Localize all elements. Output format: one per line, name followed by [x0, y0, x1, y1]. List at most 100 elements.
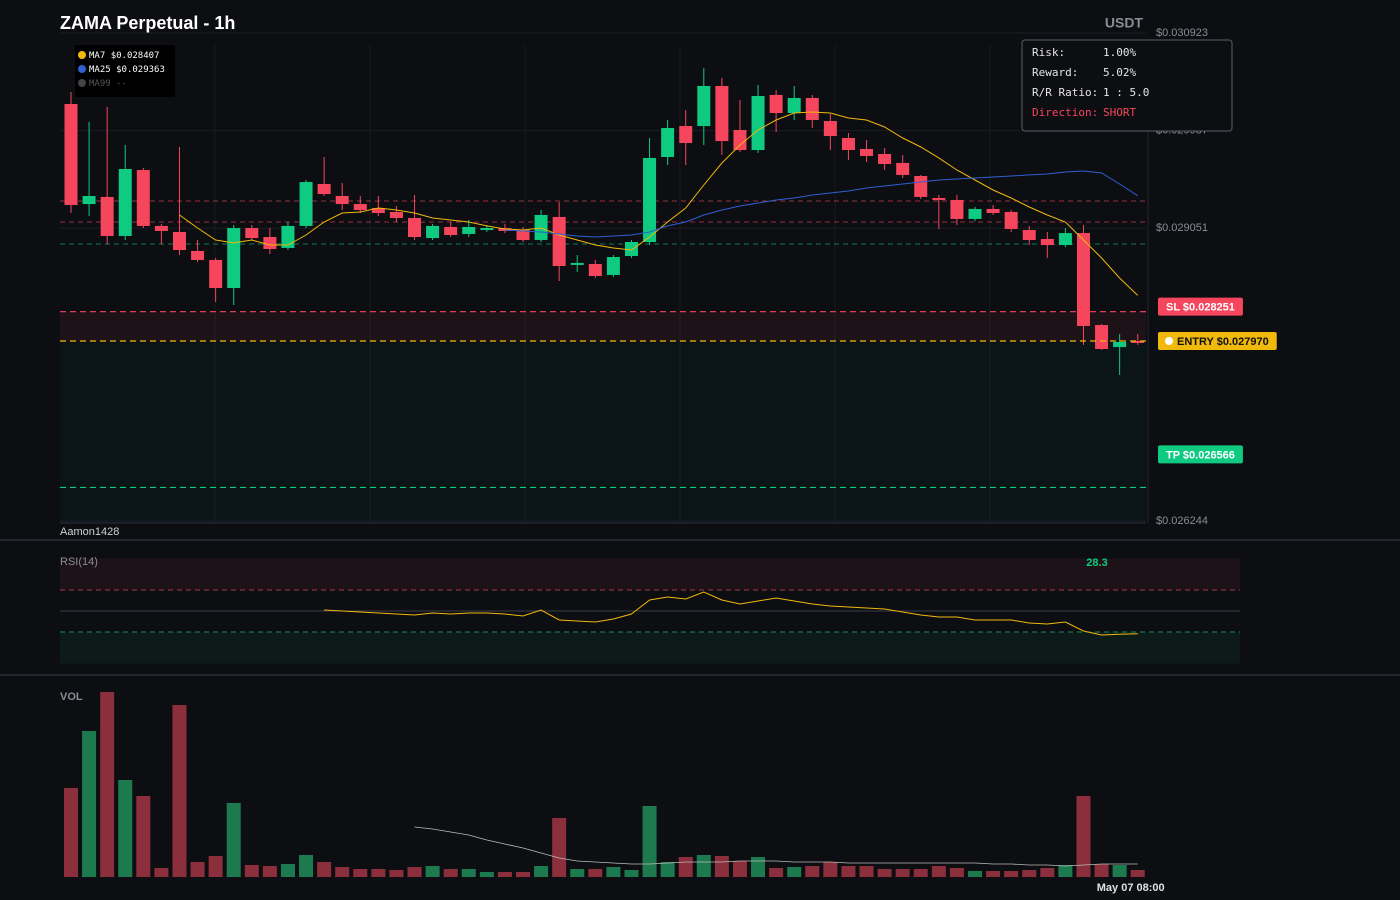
volume-bar — [425, 866, 440, 877]
info-value: 1 : 5.0 — [1103, 86, 1149, 99]
volume-bar — [624, 870, 639, 877]
candle-body — [426, 225, 440, 239]
level-tag-bg — [1158, 445, 1243, 464]
candle-body — [263, 237, 277, 249]
volume-bar — [1022, 870, 1037, 877]
legend-dot — [78, 51, 86, 59]
volume-bar — [172, 705, 187, 877]
volume-bar — [769, 868, 784, 877]
legend-dot — [78, 65, 86, 73]
volume-bar — [841, 866, 856, 877]
volume-bar — [696, 855, 711, 877]
candle-body — [389, 211, 403, 219]
candle-body — [769, 94, 783, 113]
volume-bar — [262, 866, 277, 877]
legend-name: MA7 — [89, 51, 105, 61]
info-label: R/R Ratio: — [1032, 86, 1098, 99]
volume-bar — [678, 857, 693, 877]
candle-body — [1076, 233, 1090, 326]
candle-body — [588, 264, 602, 277]
volume-bar — [335, 867, 350, 877]
info-label: Direction: — [1032, 106, 1098, 119]
volume-bar — [371, 869, 386, 877]
volume-bar — [64, 788, 78, 877]
candle-body — [950, 199, 964, 219]
legend-value: $0.028407 — [111, 51, 160, 61]
volume-bar — [208, 856, 223, 877]
candle-body — [227, 228, 241, 289]
rsi-title: RSI(14) — [60, 556, 98, 568]
legend-name: MA99 — [89, 79, 111, 89]
candle-body — [353, 204, 367, 210]
volume-bar — [443, 869, 458, 877]
volume-bar — [461, 869, 476, 877]
volume-bar — [1076, 796, 1091, 877]
legend-value: $0.029363 — [116, 65, 165, 75]
ma-line — [504, 170, 1138, 238]
volume-bar — [1094, 864, 1109, 877]
level-tag-label: SL $0.028251 — [1166, 302, 1235, 314]
candle-body — [1022, 230, 1036, 241]
volume-bar — [534, 866, 549, 877]
level-tag: ENTRY $0.027970 — [1158, 331, 1277, 350]
info-label: Reward: — [1032, 66, 1078, 79]
candle-body — [1131, 340, 1145, 343]
watermark: Aamon1428 — [60, 526, 119, 538]
candle-body — [860, 148, 874, 156]
volume-bar — [479, 872, 494, 877]
rsi-line — [324, 591, 1138, 636]
volume-bar — [823, 862, 838, 877]
level-tag-bg — [1158, 331, 1277, 350]
level-tag-label: ENTRY $0.027970 — [1177, 336, 1269, 348]
candle-body — [245, 228, 259, 239]
candle-body — [408, 218, 422, 238]
candle-body — [606, 257, 620, 275]
volume-bar — [859, 866, 874, 877]
legend-entry: MA7 $0.028407 — [89, 51, 159, 61]
currency: USDT — [1105, 15, 1144, 31]
candle-body — [1004, 211, 1018, 229]
volume-bar — [1004, 871, 1019, 877]
volume-bar — [931, 866, 946, 877]
vertical-grid — [214, 45, 991, 523]
candle-body — [118, 169, 132, 236]
volume-bar — [552, 818, 567, 877]
candle-body — [715, 85, 729, 142]
candle-body — [154, 225, 168, 231]
candle-body — [480, 228, 494, 231]
candle-body — [787, 97, 801, 113]
rsi-value-label: 28.3 — [1086, 557, 1107, 569]
candle-body — [1058, 233, 1072, 246]
volume-bar — [244, 865, 259, 877]
volume-bar — [154, 868, 169, 877]
y-tick-label: $0.026244 — [1156, 515, 1208, 527]
candle-body — [624, 242, 638, 256]
volume-bar — [280, 864, 295, 877]
volume-bar — [136, 796, 151, 877]
candle-body — [914, 175, 928, 197]
volume-bar — [660, 862, 675, 877]
candle-body — [172, 231, 186, 251]
volume-bar — [407, 867, 422, 877]
volume-bar — [751, 857, 766, 877]
rsi-oversold-zone — [60, 632, 1240, 664]
y-tick-label: $0.029051 — [1156, 222, 1208, 234]
candle-body — [299, 182, 313, 226]
volume-bar — [642, 806, 657, 877]
volume-bar — [877, 869, 892, 877]
candle-body — [209, 259, 223, 289]
volume-bar — [190, 862, 205, 877]
volume-bar — [714, 856, 729, 877]
candle-body — [823, 121, 837, 137]
rsi-overbought-zone — [60, 558, 1240, 590]
legend-entry: MA25 $0.029363 — [89, 65, 165, 75]
legend-name: MA25 — [89, 65, 111, 75]
legend-bg — [75, 45, 175, 97]
candle-body — [679, 126, 693, 144]
candle-body — [136, 170, 150, 226]
candle-body — [896, 162, 910, 175]
candle-body — [751, 95, 765, 151]
volume-bar — [968, 871, 982, 877]
candle-body — [82, 196, 96, 205]
